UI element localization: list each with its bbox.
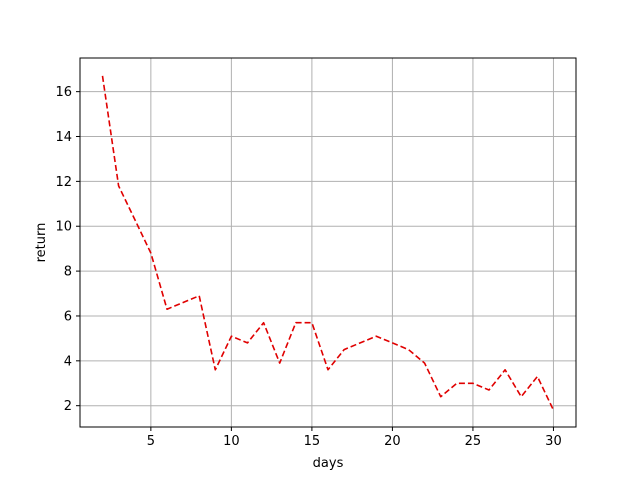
- x-tick-label: 5: [147, 434, 155, 449]
- series-layer: [101, 75, 555, 411]
- y-tick-label: 12: [55, 175, 72, 190]
- x-tick-label: 10: [223, 434, 240, 449]
- y-tick-label: 6: [64, 309, 72, 324]
- grid-lines: [80, 58, 576, 427]
- plot-frame: [79, 57, 577, 428]
- x-tick-label: 15: [304, 434, 321, 449]
- series-line: [101, 75, 555, 411]
- x-tick-label: 30: [545, 434, 562, 449]
- y-axis-label: return: [34, 223, 49, 263]
- y-tick-label: 8: [64, 265, 72, 280]
- y-tick-label: 16: [55, 85, 72, 100]
- x-tick-label: 25: [465, 434, 482, 449]
- x-axis-ticks: 5 10 15 20 25 30: [147, 427, 562, 449]
- y-tick-label: 4: [64, 354, 72, 369]
- x-tick-label: 20: [384, 434, 401, 449]
- y-axis-ticks: 2 4 6 8 10 12 14 16: [55, 85, 80, 414]
- x-axis-label: days: [313, 456, 344, 471]
- y-tick-label: 10: [55, 220, 72, 235]
- y-tick-label: 14: [55, 130, 72, 145]
- y-tick-label: 2: [64, 399, 72, 414]
